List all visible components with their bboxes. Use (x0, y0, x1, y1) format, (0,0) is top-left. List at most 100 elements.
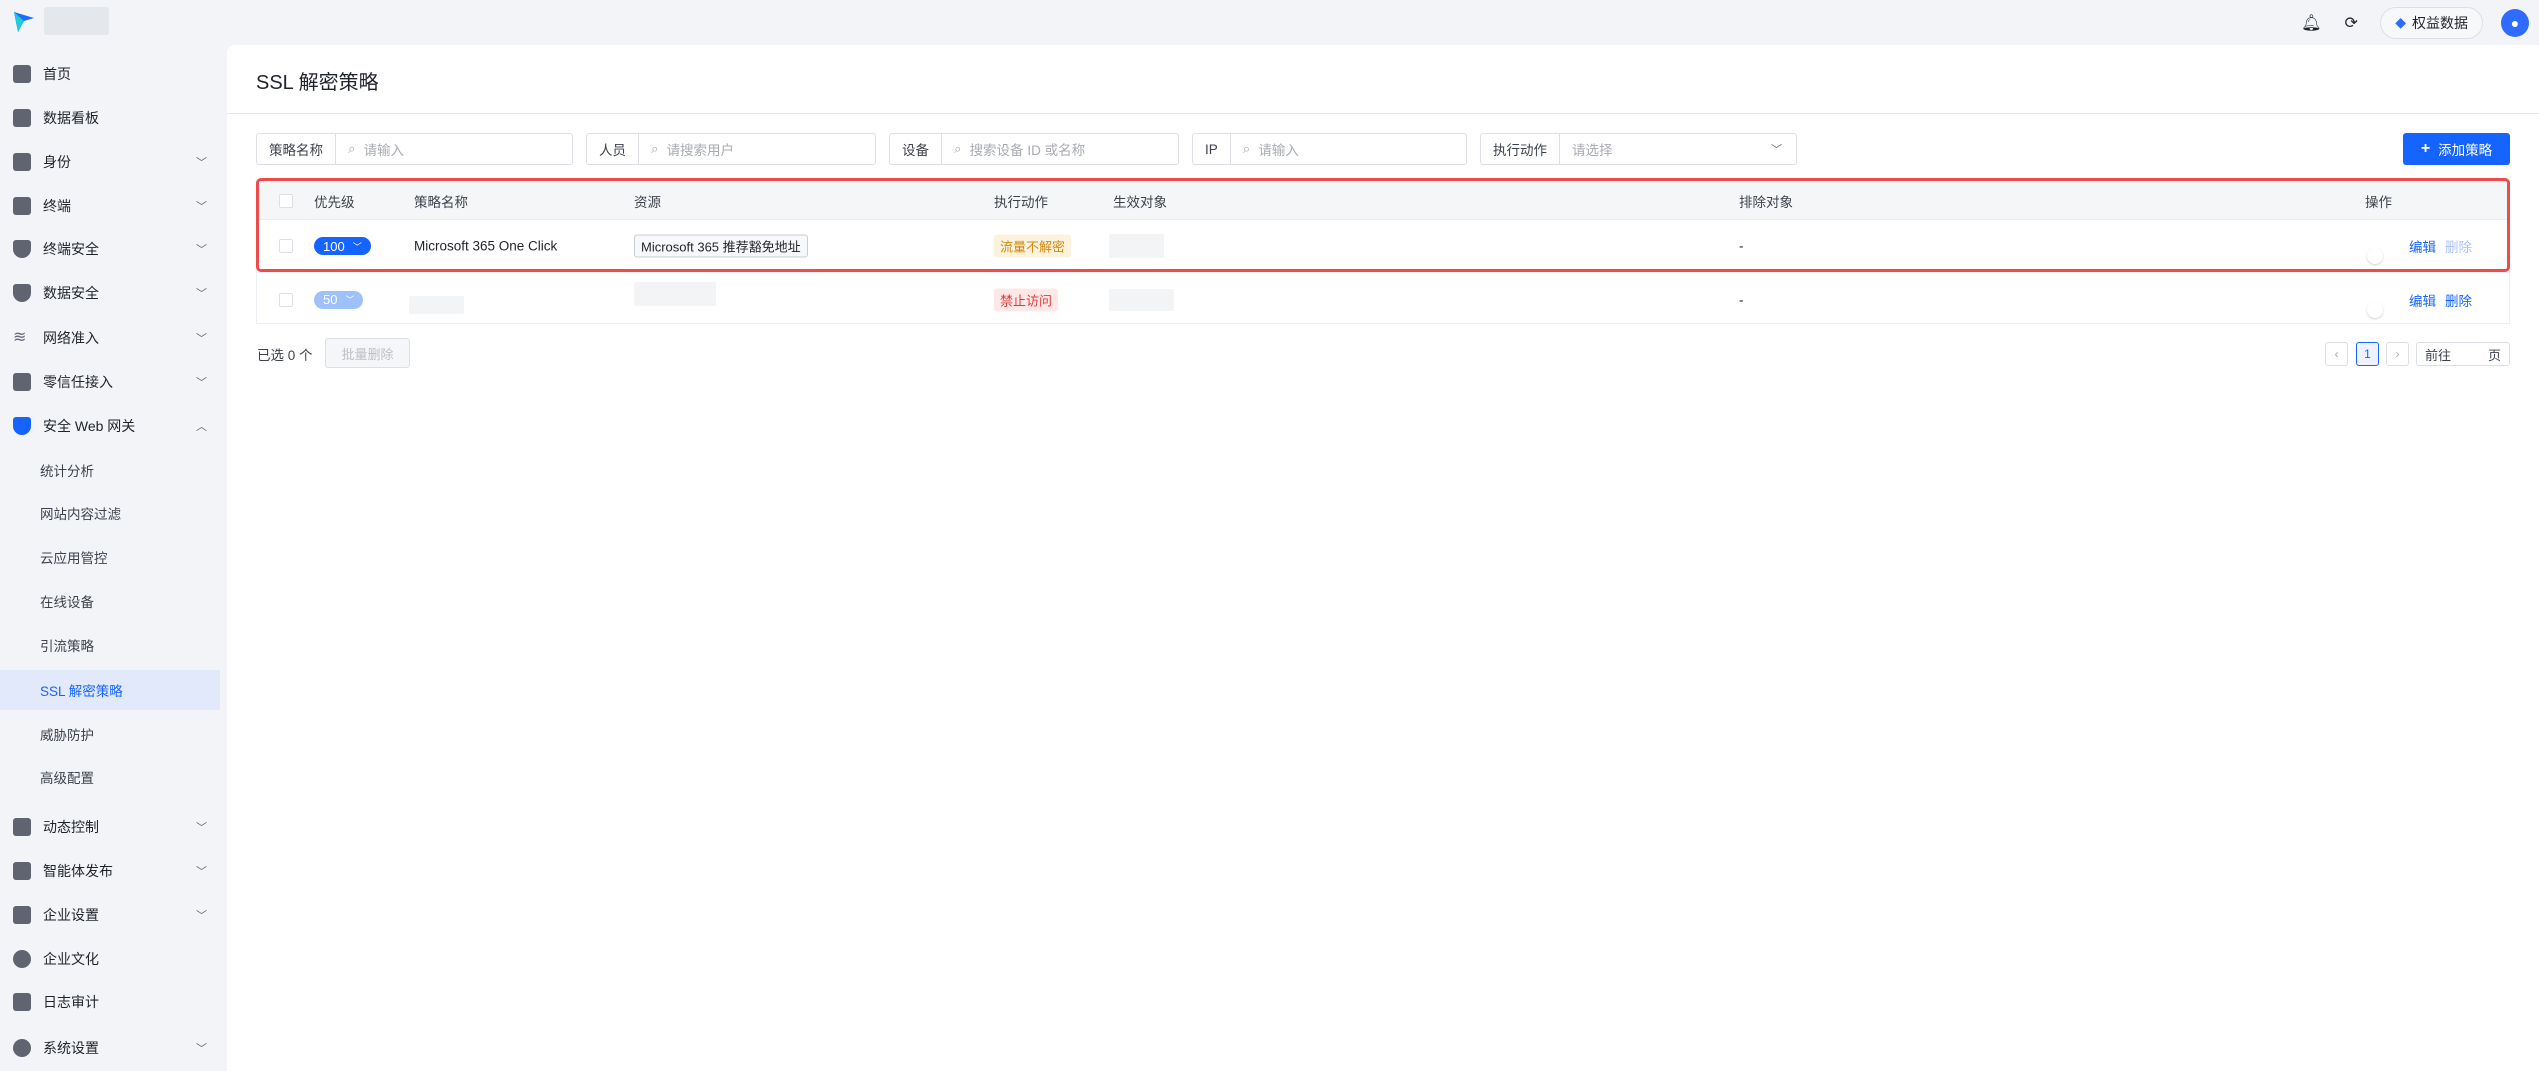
search-icon: ⌕ (651, 141, 659, 156)
chevron-down-icon: ﹀ (196, 377, 207, 389)
data-shield-icon (13, 284, 31, 302)
exclude-value: - (1739, 292, 1744, 307)
resource-tag: Microsoft 365 推荐豁免地址 (634, 234, 808, 258)
edit-link[interactable]: 编辑 (2409, 240, 2436, 255)
policy-name: Microsoft 365 One Click (414, 238, 558, 254)
policy-table: 优先级 策略名称 资源 执行动作 生效对象 排除对象 操作 100 ﹀ Micro… (256, 181, 2510, 324)
dashboard-icon (13, 109, 31, 127)
sidebar-item-devices[interactable]: 终端 ﹀ (0, 186, 220, 226)
sidebar-subitem-advanced[interactable]: 高级配置 (40, 771, 94, 786)
table-row: 100 ﹀ Microsoft 365 One Click Microsoft 3… (257, 220, 2509, 273)
chevron-up-icon: ︿ (196, 421, 207, 433)
sidebar-item-agent-publish[interactable]: 智能体发布 ﹀ (0, 851, 220, 891)
diamond-icon: ◆ (2395, 14, 2406, 30)
resource-blurred (634, 282, 716, 307)
sidebar-item-data-security[interactable]: 数据安全 ﹀ (0, 273, 220, 313)
delete-link[interactable]: 删除 (2445, 293, 2472, 309)
sidebar-subitem-online-devices[interactable]: 在线设备 (40, 595, 94, 610)
action-tag: 流量不解密 (994, 234, 1072, 258)
chevron-down-icon: ﹀ (196, 288, 207, 300)
divider (227, 113, 2539, 114)
sidebar-subitem-stats[interactable]: 统计分析 (40, 464, 94, 479)
chevron-down-icon: ﹀ (1771, 144, 1782, 156)
chevron-down-icon: ﹀ (196, 244, 207, 256)
sidebar-item-identity[interactable]: 身份 ﹀ (0, 142, 220, 182)
goto-page-input[interactable]: 前往页 (2416, 342, 2510, 366)
sidebar-item-enterprise-settings[interactable]: 企业设置 ﹀ (0, 895, 220, 935)
header-action: 执行动作 (994, 194, 1048, 210)
chevron-right-icon: › (2395, 347, 2400, 361)
batch-delete-button[interactable]: 批量删除 (325, 338, 410, 368)
select-all-checkbox[interactable] (279, 193, 293, 208)
header-resource: 资源 (634, 194, 661, 210)
chevron-left-icon: ‹ (2334, 347, 2339, 361)
sidebar-subitem-ssl-decrypt[interactable]: SSL 解密策略 (0, 670, 220, 710)
chevron-down-icon: ﹀ (345, 295, 355, 305)
page-title: SSL 解密策略 (256, 72, 379, 94)
sidebar-item-network-access[interactable]: ≋ 网络准入 ﹀ (13, 329, 207, 346)
user-avatar-icon[interactable]: ● (2501, 8, 2529, 37)
filter-policy-name[interactable]: 策略名称 ⌕ 请输入 (256, 133, 573, 165)
sidebar-item-web-gateway[interactable]: 安全 Web 网关 ︿ (0, 406, 220, 446)
edit-link[interactable]: 编辑 (2409, 293, 2436, 309)
sidebar-item-zero-trust[interactable]: 零信任接入 ﹀ (0, 362, 220, 402)
delete-link[interactable]: 删除 (2445, 240, 2472, 255)
identity-icon (13, 153, 31, 171)
bell-icon[interactable]: 🔔︎ (2301, 14, 2322, 32)
search-icon: ⌕ (954, 141, 962, 156)
devices-icon (13, 197, 31, 215)
table-header: 优先级 策略名称 资源 执行动作 生效对象 排除对象 操作 (257, 182, 2509, 220)
chevron-down-icon: ﹀ (196, 333, 207, 345)
sidebar-subitem-content-filter[interactable]: 网站内容过滤 (40, 507, 121, 522)
gear-icon (13, 1039, 31, 1057)
wifi-icon: ≋ (13, 329, 27, 346)
next-page-button[interactable]: › (2386, 342, 2409, 366)
sidebar-item-system-settings[interactable]: 系统设置 ﹀ (0, 1028, 220, 1068)
sidebar: 首页 数据看板 身份 ﹀ 终端 ﹀ 终端安全 ﹀ 数据安全 ﹀ ≋ 网络准入 ﹀ 零信任接入… (0, 45, 220, 1071)
header-name: 策略名称 (414, 194, 468, 210)
chevron-down-icon: ﹀ (352, 241, 362, 252)
sidebar-subitem-threat[interactable]: 威胁防护 (40, 728, 94, 743)
sidebar-item-endpoint-security[interactable]: 终端安全 ﹀ (0, 229, 220, 269)
sidebar-subitem-steering[interactable]: 引流策略 (40, 639, 94, 654)
building-icon (13, 906, 31, 924)
chevron-down-icon: ﹀ (196, 157, 207, 169)
priority-select[interactable]: 100 ﹀ (314, 237, 371, 255)
cloud-shield-icon (13, 417, 31, 435)
search-icon: ⌕ (1242, 141, 1251, 156)
culture-icon (13, 950, 31, 968)
headset-icon[interactable]: ⟳ (2344, 14, 2358, 32)
header-target: 生效对象 (1113, 194, 1167, 210)
filter-action-select[interactable]: 执行动作 请选择 ﹀ (1480, 133, 1797, 165)
chevron-down-icon: ﹀ (196, 910, 207, 922)
filter-user[interactable]: 人员 ⌕ 请搜索用户 (586, 133, 876, 165)
sidebar-item-home[interactable]: 首页 (0, 54, 220, 94)
sidebar-item-dashboard[interactable]: 数据看板 (0, 98, 220, 138)
benefit-data-button[interactable]: ◆ 权益数据 (2380, 6, 2483, 39)
priority-select[interactable]: 50 ﹀ (314, 290, 364, 309)
header-priority: 优先级 (314, 194, 355, 210)
sidebar-item-dynamic-control[interactable]: 动态控制 ﹀ (0, 807, 220, 847)
logo-icon (12, 10, 36, 34)
row-checkbox[interactable] (279, 292, 293, 307)
exclude-value: - (1739, 238, 1744, 254)
chevron-down-icon: ﹀ (196, 201, 207, 213)
table-row: 50 ﹀ 禁止访问 - 编辑 删除 (257, 273, 2509, 326)
top-toolbar: 🔔︎ ⟳ ◆ 权益数据 ● (2300, 0, 2539, 45)
page-1-button[interactable]: 1 (2356, 342, 2379, 366)
sidebar-item-culture[interactable]: 企业文化 (0, 939, 220, 979)
home-icon (13, 65, 31, 83)
sidebar-item-audit-log[interactable]: 日志审计 (0, 982, 220, 1022)
filter-ip[interactable]: IP ⌕ 请输入 (1192, 133, 1467, 165)
header-actions: 操作 (2365, 194, 2392, 210)
add-policy-button[interactable]: + 添加策略 (2403, 133, 2510, 165)
action-tag: 禁止访问 (994, 288, 1059, 311)
plus-icon: + (2420, 140, 2431, 157)
chevron-down-icon: ﹀ (196, 1043, 207, 1055)
filter-device[interactable]: 设备 ⌕ 搜索设备 ID 或名称 (889, 133, 1179, 165)
row-checkbox[interactable] (279, 239, 293, 253)
target-blurred (1109, 234, 1164, 258)
sidebar-subitem-cloud-app[interactable]: 云应用管控 (40, 551, 108, 566)
prev-page-button[interactable]: ‹ (2325, 342, 2348, 366)
search-icon: ⌕ (348, 141, 356, 156)
